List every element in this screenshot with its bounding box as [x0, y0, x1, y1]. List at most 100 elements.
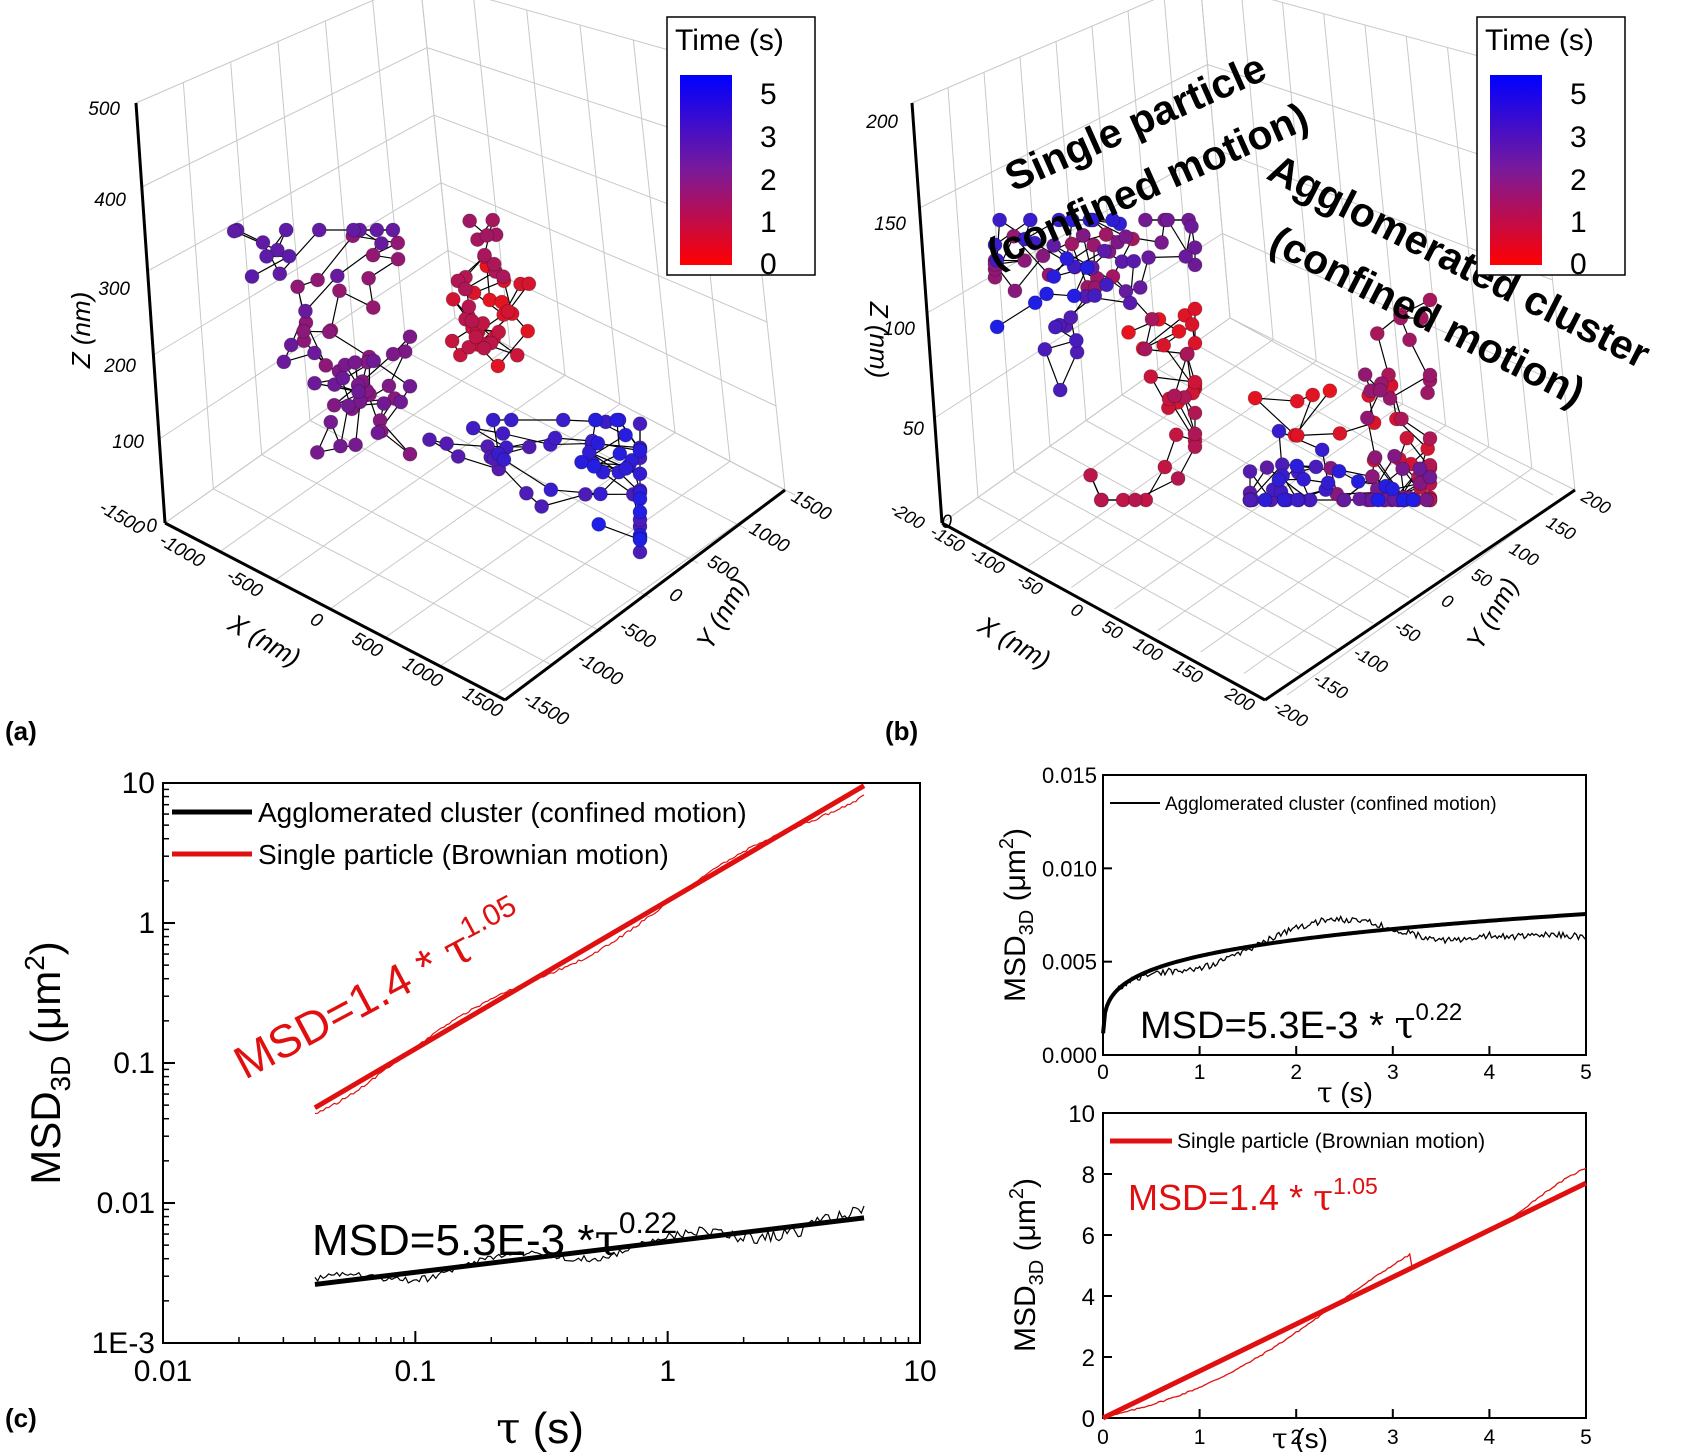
grid-line [421, 0, 456, 319]
trajectory-point [402, 329, 418, 345]
trajectory-point [335, 370, 351, 386]
x-tick: 200 [1221, 683, 1258, 716]
z-tick: 200 [865, 112, 898, 133]
trajectory-point [1276, 492, 1292, 508]
grid-line [1085, 420, 1410, 598]
trajectory-point [390, 251, 406, 267]
grid-line [406, 351, 747, 530]
z-tick: 0 [146, 516, 157, 537]
grid-line [372, 0, 408, 353]
trajectory-point [272, 266, 288, 282]
trajectory-point [1402, 332, 1417, 348]
trajectory-point [581, 444, 597, 460]
trajectory-segment [502, 432, 551, 446]
x-tick: -50 [1013, 569, 1046, 599]
legend-tick: 1 [760, 206, 777, 239]
x-tick-label: 5 [1580, 1061, 1592, 1084]
trajectory-point [520, 323, 536, 339]
trajectory-point [397, 344, 413, 360]
grid-line [219, 346, 511, 553]
trajectory-point [1420, 385, 1435, 401]
trajectory-point [1137, 212, 1153, 228]
single-particle-formula: MSD=1.4 * τ1.05 [1128, 1173, 1378, 1219]
x-tick-label: 2 [1290, 1426, 1302, 1449]
trajectory-segment [279, 229, 320, 275]
trajectory-point [632, 416, 648, 432]
trajectory-point [1093, 492, 1109, 508]
panel-a-grid [135, 0, 796, 701]
trajectory-point [1022, 212, 1038, 228]
y-tick-label: 0.005 [1042, 950, 1097, 975]
panel-a-trajectory [226, 212, 648, 560]
trajectory-point [1075, 228, 1091, 243]
trajectory-point [1184, 317, 1200, 332]
trajectory-point [464, 313, 480, 329]
trajectory-segment [996, 302, 1036, 328]
grid-line [324, 20, 359, 387]
trajectory-point [1187, 405, 1203, 421]
trajectory-point [1121, 324, 1136, 340]
trajectory-point [1063, 310, 1079, 325]
trajectory-point [374, 236, 389, 251]
trajectory-point [500, 303, 516, 319]
panel-c-label: (c) [5, 1403, 37, 1433]
grid-line [911, 0, 1155, 104]
trajectory-point [283, 337, 299, 353]
panel-a-x-axis [164, 521, 506, 702]
panel-b-z-axis [910, 102, 944, 524]
panel-a-z-axis [134, 102, 167, 524]
panel-b-trajectory [987, 212, 1438, 508]
grid-line [1193, 343, 1518, 522]
trajectory-point [1127, 492, 1143, 508]
trajectory-point [439, 436, 454, 452]
x-tick-label: 0 [1097, 1061, 1109, 1084]
trajectory-point [1385, 481, 1400, 497]
trajectory-point [1369, 326, 1385, 341]
grid-line [141, 47, 428, 188]
trajectory-point [278, 222, 294, 238]
trajectory-point [1180, 346, 1195, 362]
trajectory-point [361, 270, 377, 286]
trajectory-point [1052, 382, 1068, 398]
trajectory-point [578, 486, 593, 502]
panel-b: 200 150 100 50 0 Z (nm) -200 -150 -100 -… [864, 0, 1657, 746]
trajectory-point [1242, 464, 1258, 479]
grid-line [153, 182, 442, 356]
x-tick-label: 1 [1194, 1426, 1206, 1449]
trajectory-point [255, 235, 271, 250]
trajectory-point [1395, 461, 1411, 477]
trajectory-segment [458, 455, 499, 470]
grid-line [274, 374, 566, 581]
grid-line [1071, 382, 1360, 588]
trajectory-point [468, 329, 484, 345]
trajectory-segment [373, 360, 411, 387]
trajectory-segment [304, 275, 338, 312]
grid-line [309, 420, 651, 598]
x-tick: -200 [887, 498, 928, 533]
legend-label-cluster: Agglomerated cluster (confined motion) [1165, 794, 1497, 815]
trajectory-point [1171, 323, 1187, 339]
trajectory-point [1412, 461, 1428, 477]
y-tick-label: 0.000 [1042, 1043, 1097, 1068]
trajectory-point [296, 323, 311, 339]
trajectory-point [1187, 439, 1203, 455]
formula-exponent: 0.22 [619, 1207, 677, 1240]
trajectory-point [1422, 292, 1438, 308]
grid-line [329, 403, 621, 610]
trajectory-point [518, 485, 534, 501]
trajectory-point [1126, 253, 1142, 269]
y-tick-label: 1E-3 [92, 1327, 155, 1360]
panel-b-y-axis [1264, 488, 1576, 702]
x-tick-label: 3 [1387, 1061, 1399, 1084]
legend-tick: 3 [1570, 121, 1587, 154]
panel-d-ticks: 0 1 2 3 4 5 0.000 0.005 0.010 0.015 [1042, 763, 1592, 1084]
trajectory-point [1320, 475, 1336, 491]
trajectory-point [385, 346, 401, 362]
trajectory-point [1154, 235, 1169, 250]
trajectory-point [1007, 283, 1023, 299]
trajectory-point [461, 299, 477, 315]
trajectory-point [632, 544, 648, 560]
trajectory-point [496, 452, 512, 467]
x-tick: -1000 [155, 530, 208, 573]
